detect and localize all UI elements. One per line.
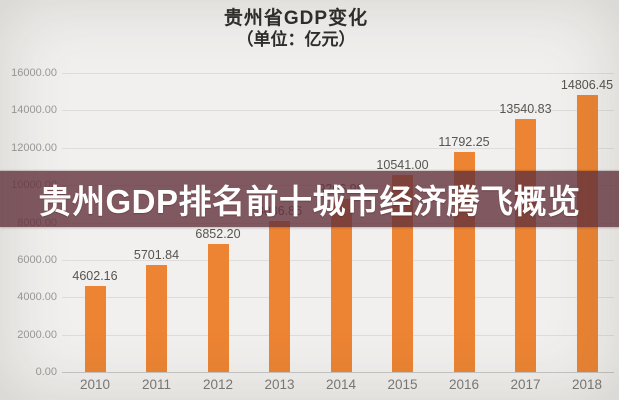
- chart-title-unit: （单位：亿元）: [236, 30, 356, 49]
- bar-value-label: 13540.83: [499, 101, 552, 116]
- bar-2013: [269, 220, 290, 372]
- x-axis-line: [62, 372, 614, 373]
- bar-2011: [146, 265, 167, 372]
- x-axis-tick-label: 2012: [202, 377, 234, 392]
- x-axis-tick-label: 2010: [79, 377, 111, 392]
- x-axis-tick-label: 2017: [510, 377, 541, 392]
- gridline: [62, 73, 614, 74]
- x-axis-tick-label: 2015: [387, 377, 418, 392]
- headline-text: 贵州GDP排名前十城市经济腾飞概览: [38, 183, 581, 220]
- bar-2014: [330, 198, 352, 372]
- bar-2012: [207, 243, 229, 372]
- x-axis-tick-label: 2013: [264, 377, 295, 392]
- chart-title-line1: 贵州省GDP变化: [223, 8, 369, 29]
- y-axis-tick-label: 12000.00: [11, 141, 57, 154]
- bar-value-label: 6852.20: [195, 226, 241, 241]
- y-axis-tick-label: 0.00: [35, 366, 57, 378]
- gridline: [62, 147, 614, 149]
- x-axis-tick-label: 2018: [571, 377, 603, 392]
- x-axis-tick-label: 2016: [448, 377, 480, 392]
- chart-title: 贵州省GDP变化 （单位：亿元）: [0, 7, 592, 50]
- bar-value-label: 4602.16: [72, 268, 118, 283]
- bar-2010: [84, 285, 106, 372]
- y-axis-tick-label: 4000.00: [17, 291, 57, 304]
- y-axis-tick-label: 16000.00: [11, 67, 57, 79]
- bar-value-label: 5701.84: [133, 248, 180, 263]
- bar-value-label: 10541.00: [376, 158, 429, 172]
- x-axis-tick-label: 2014: [325, 377, 357, 392]
- y-axis-tick-label: 6000.00: [17, 253, 57, 266]
- headline-banner: 贵州GDP排名前十城市经济腾飞概览: [0, 171, 619, 227]
- bar-2018: [576, 95, 598, 372]
- x-axis-tick-label: 2011: [141, 377, 172, 392]
- y-axis-tick-label: 2000.00: [17, 328, 57, 341]
- bar-value-label: 11792.25: [438, 134, 490, 149]
- gridline: [62, 110, 614, 112]
- y-axis-tick-label: 14000.00: [11, 104, 57, 117]
- bar-2017: [515, 118, 536, 372]
- bar-value-label: 14806.45: [560, 78, 614, 93]
